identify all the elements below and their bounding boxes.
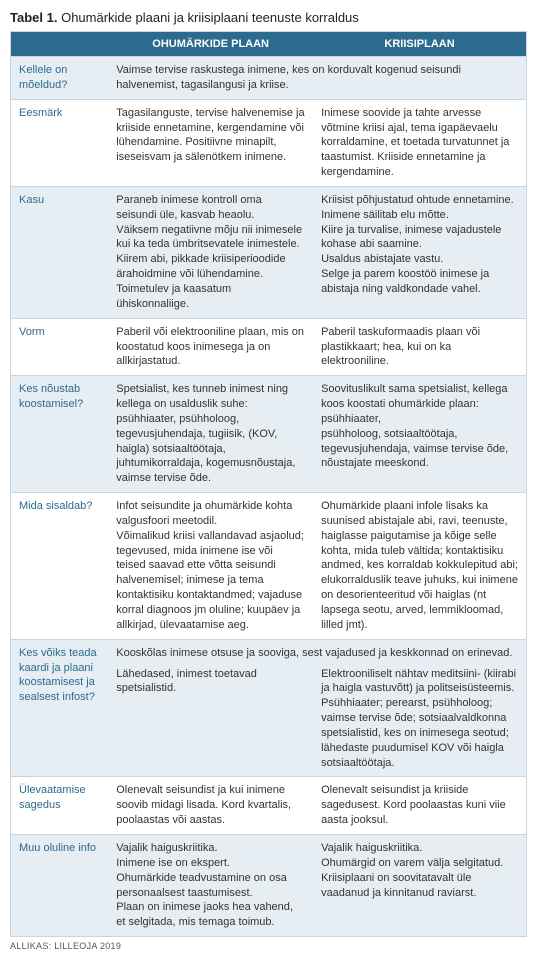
cell-col1: Olenevalt seisundist ja kui inimene soov…	[108, 777, 313, 835]
header-col2: KRIISIPLAAN	[313, 32, 526, 57]
table-row: Muu oluline info Vajalik haiguskriitika.…	[11, 834, 527, 936]
row-label: Kasu	[11, 186, 109, 318]
cell-col2: Paberil taskuformaadis plaan või plastik…	[313, 318, 526, 376]
cell-col1: Vajalik haiguskriitika.Inimene ise on ek…	[108, 834, 313, 936]
table-row: Vorm Paberil või elektrooniline plaan, m…	[11, 318, 527, 376]
table-row: Kasu Paraneb inimese kontroll oma seisun…	[11, 186, 527, 318]
cell-col1: Infot seisundite ja ohumärkide kohta val…	[108, 493, 313, 640]
row-label: Ülevaatamise sagedus	[11, 777, 109, 835]
row-merged: Vaimse tervise raskustega inimene, kes o…	[108, 57, 526, 100]
table-row: Kes võiks teada kaardi ja plaani koostam…	[11, 639, 527, 666]
cell-col1: Spetsialist, kes tunneb inimest ning kel…	[108, 376, 313, 493]
table-row: Kes nõustab koostamisel? Spetsialist, ke…	[11, 376, 527, 493]
row-label: Eesmärk	[11, 99, 109, 186]
header-col1: OHUMÄRKIDE PLAAN	[108, 32, 313, 57]
header-row: OHUMÄRKIDE PLAAN KRIISIPLAAN	[11, 32, 527, 57]
table-row: Eesmärk Tagasilanguste, tervise halvenem…	[11, 99, 527, 186]
row-label: Kes võiks teada kaardi ja plaani koostam…	[11, 639, 109, 777]
row-label: Kellele on mõeldud?	[11, 57, 109, 100]
table-row: Mida sisaldab? Infot seisundite ja ohumä…	[11, 493, 527, 640]
title-text: Ohumärkide plaani ja kriisiplaani teenus…	[61, 10, 359, 25]
cell-col2: Kriisist põhjustatud ohtude ennetamine. …	[313, 186, 526, 318]
cell-col2: Inimese soovide ja tahte arvesse võtmine…	[313, 99, 526, 186]
cell-col2: Olenevalt seisundist ja kriiside sagedus…	[313, 777, 526, 835]
row-label: Muu oluline info	[11, 834, 109, 936]
row-label: Vorm	[11, 318, 109, 376]
source-line: ALLIKAS: LILLEOJA 2019	[10, 941, 527, 951]
table-title: Tabel 1. Ohumärkide plaani ja kriisiplaa…	[10, 10, 527, 25]
header-blank	[11, 32, 109, 57]
comparison-table: OHUMÄRKIDE PLAAN KRIISIPLAAN Kellele on …	[10, 31, 527, 937]
title-prefix: Tabel 1.	[10, 10, 57, 25]
row-merged: Kooskõlas inimese otsuse ja sooviga, ses…	[108, 639, 526, 666]
cell-col1: Paberil või elektrooniline plaan, mis on…	[108, 318, 313, 376]
cell-col1: Tagasilanguste, tervise halvenemise ja k…	[108, 99, 313, 186]
row-label: Mida sisaldab?	[11, 493, 109, 640]
cell-col1: Lähedased, inimest toetavad spetsialisti…	[108, 667, 313, 777]
cell-col2: Ohumärkide plaani infole lisaks ka suuni…	[313, 493, 526, 640]
table-row: Kellele on mõeldud? Vaimse tervise rasku…	[11, 57, 527, 100]
row-label: Kes nõustab koostamisel?	[11, 376, 109, 493]
table-row: Ülevaatamise sagedus Olenevalt seisundis…	[11, 777, 527, 835]
cell-col1: Paraneb inimese kontroll oma seisundi ül…	[108, 186, 313, 318]
cell-col2: Elektrooniliselt nähtav meditsiini- (kii…	[313, 667, 526, 777]
cell-col2: Soovituslikult sama spetsialist, kellega…	[313, 376, 526, 493]
cell-col2: Vajalik haiguskriitika.Ohumärgid on vare…	[313, 834, 526, 936]
